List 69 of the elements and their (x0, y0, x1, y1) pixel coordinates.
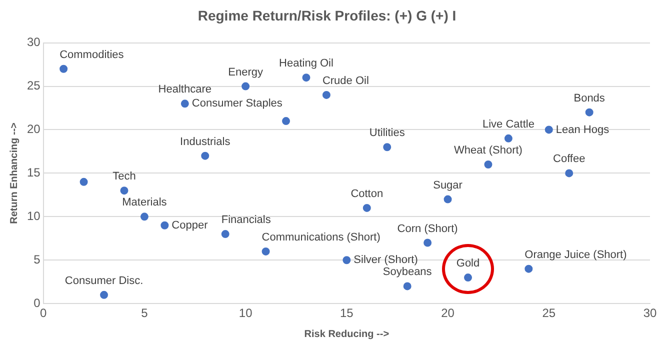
x-tick-label: 20 (441, 306, 455, 320)
point (504, 134, 512, 142)
annotation: Heating Oil (279, 58, 334, 70)
chart-title: Regime Return/Risk Profiles: (+) G (+) I (198, 7, 456, 24)
annotation: Copper (172, 219, 208, 232)
annotation: Industrials (180, 136, 231, 148)
point (484, 160, 492, 169)
annotation: Silver (Short) (354, 254, 418, 266)
y-tick-label: 15 (26, 166, 41, 180)
annotation: Sugar (433, 179, 463, 192)
annotation: Materials (122, 196, 168, 209)
annotation: Healthcare (158, 84, 212, 96)
point (322, 90, 330, 99)
annotation: Lean Hogs (556, 124, 610, 136)
y-tick-label: 25 (26, 78, 41, 93)
point (302, 74, 310, 82)
point (100, 290, 108, 299)
point (242, 82, 250, 90)
y-tick-label: 30 (26, 35, 41, 50)
annotation: Tech (112, 170, 136, 183)
x-tick-label: 15 (340, 306, 354, 320)
annotation: Bonds (574, 92, 606, 104)
y-tick-label: 5 (34, 252, 41, 266)
annotation: Communications (Short) (262, 231, 380, 244)
annotation: Energy (228, 66, 264, 78)
annotation: Consumer Disc. (64, 274, 144, 287)
point (180, 100, 189, 108)
annotation: Consumer Staples (192, 98, 283, 110)
point (565, 169, 574, 178)
x-axis-title: Risk Reducing --> (304, 328, 390, 340)
x-tick-label: 10 (238, 306, 253, 320)
point (444, 195, 452, 204)
annotation: Commodities (60, 48, 124, 61)
x-tick-label: 5 (141, 306, 148, 320)
y-axis-title: Return Enhancing --> (8, 122, 20, 224)
point (362, 204, 371, 212)
point (342, 256, 351, 264)
x-tick-label: 25 (542, 306, 556, 320)
y-tick-label: 10 (26, 208, 41, 223)
point (464, 274, 472, 282)
point (160, 221, 169, 230)
annotation: Orange Juice (Short) (524, 248, 627, 261)
point (80, 178, 88, 186)
annotation: Coffee (553, 153, 586, 166)
point (60, 64, 68, 73)
annotation: Wheat (Short) (454, 144, 522, 157)
annotation: Financials (221, 214, 272, 226)
annotation: Live Cattle (482, 118, 534, 130)
point (403, 282, 412, 290)
point (544, 126, 553, 134)
point (140, 212, 148, 221)
annotation: Crude Oil (322, 74, 369, 87)
annotation: Soybeans (382, 266, 432, 278)
point (120, 186, 128, 195)
point (221, 230, 230, 238)
point (201, 152, 210, 160)
point (282, 117, 290, 126)
annotation: Gold (456, 258, 480, 270)
y-tick-label: 20 (26, 122, 41, 136)
point (424, 238, 432, 247)
point (383, 143, 392, 152)
point (524, 264, 533, 273)
annotation: Utilities (369, 127, 406, 140)
x-tick-label: 30 (643, 306, 657, 320)
annotation: Corn (Short) (397, 222, 458, 235)
point (585, 108, 594, 116)
point (262, 247, 270, 256)
y-tick-label: 0 (34, 296, 41, 310)
annotation: Cotton (350, 188, 384, 200)
